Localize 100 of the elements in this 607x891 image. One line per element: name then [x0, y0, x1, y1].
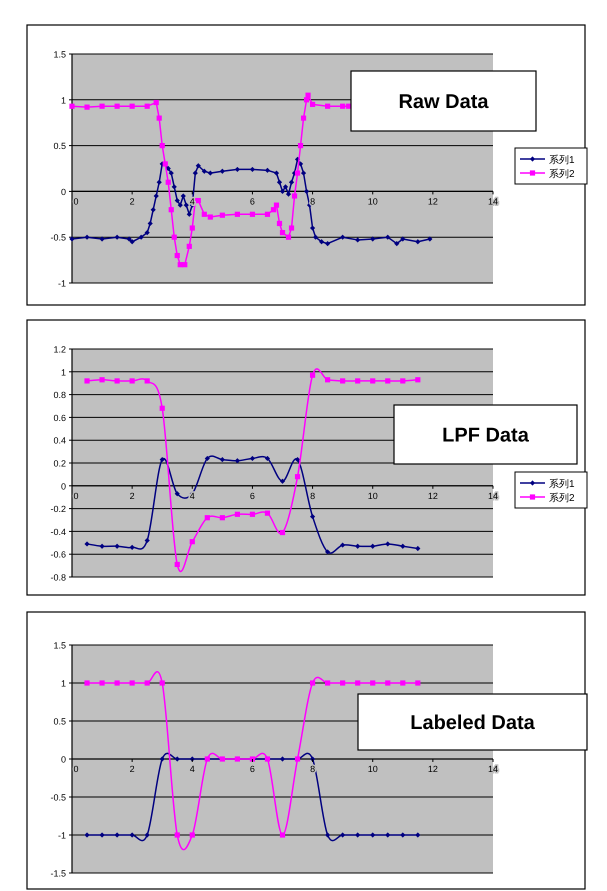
point — [130, 680, 135, 686]
point — [385, 378, 390, 384]
legend-label: 系列1 — [549, 478, 575, 490]
point — [294, 474, 300, 480]
point — [385, 541, 390, 547]
x-tick-label: 12 — [428, 490, 438, 501]
point — [160, 756, 165, 762]
point — [280, 230, 286, 236]
point — [318, 239, 324, 244]
point — [196, 198, 201, 204]
point — [84, 680, 90, 686]
x-tick-label: 4 — [190, 764, 195, 774]
point — [325, 680, 330, 686]
point — [69, 104, 75, 109]
point — [154, 193, 159, 199]
point — [355, 237, 360, 243]
point — [160, 456, 165, 462]
point — [234, 166, 240, 172]
legend-label: 系列2 — [549, 492, 575, 504]
x-tick-label: 6 — [250, 764, 255, 774]
point — [160, 680, 165, 686]
y-tick-label: 1.5 — [53, 640, 66, 650]
point — [180, 193, 186, 199]
x-tick-label: 10 — [368, 490, 378, 501]
point — [312, 234, 318, 240]
point — [370, 832, 376, 838]
point — [148, 220, 153, 226]
point — [370, 236, 376, 242]
point — [288, 180, 294, 185]
point — [84, 378, 90, 384]
point — [400, 544, 406, 549]
point — [370, 544, 376, 549]
point — [264, 510, 270, 516]
point — [174, 491, 180, 496]
point — [186, 244, 192, 249]
point — [130, 832, 135, 838]
point — [415, 680, 420, 686]
point — [310, 372, 316, 378]
point — [174, 832, 180, 838]
point — [298, 143, 304, 148]
point — [292, 193, 298, 199]
point — [154, 100, 159, 106]
point — [355, 680, 360, 686]
point — [310, 514, 316, 520]
x-tick-label: 10 — [368, 196, 378, 206]
point — [208, 170, 213, 176]
point — [340, 832, 346, 838]
point — [168, 207, 174, 212]
point — [300, 116, 306, 121]
y-tick-label: 0.6 — [53, 412, 66, 423]
point — [202, 212, 207, 217]
point — [184, 202, 189, 208]
point — [192, 170, 198, 176]
legend-label: 系列2 — [549, 168, 575, 180]
point — [274, 202, 280, 208]
point — [144, 378, 150, 384]
point — [325, 549, 330, 555]
point — [166, 180, 171, 185]
point — [178, 262, 183, 268]
text: Raw Data — [398, 91, 490, 113]
point — [305, 92, 311, 98]
point — [190, 832, 195, 838]
point — [168, 170, 174, 176]
point — [84, 541, 90, 547]
point — [172, 184, 177, 190]
point — [156, 116, 162, 121]
x-tick-label: 6 — [250, 196, 255, 206]
point — [288, 225, 294, 231]
point — [204, 456, 210, 462]
point — [340, 680, 346, 686]
point — [190, 539, 195, 544]
x-tick-label: 0 — [73, 196, 79, 206]
point — [150, 207, 156, 212]
point — [325, 832, 330, 838]
point — [220, 515, 225, 520]
point — [114, 104, 120, 109]
point — [385, 680, 390, 686]
point — [99, 544, 105, 549]
point — [310, 102, 316, 107]
point — [325, 241, 330, 246]
y-tick-label: 0.5 — [53, 716, 66, 726]
point — [300, 170, 306, 176]
point — [130, 239, 135, 244]
point — [400, 832, 406, 838]
x-tick-label: 2 — [130, 490, 135, 501]
point — [415, 239, 420, 244]
point — [250, 512, 256, 517]
point — [99, 377, 105, 382]
point — [114, 544, 120, 549]
y-tick-label: -0.8 — [50, 572, 66, 582]
point — [280, 530, 286, 536]
point — [286, 234, 292, 240]
x-tick-label: 2 — [130, 196, 135, 206]
y-tick-label: 1.5 — [53, 50, 66, 60]
point — [160, 406, 165, 411]
x-tick-label: 14 — [488, 196, 498, 206]
y-tick-label: -0.2 — [50, 504, 66, 514]
point — [294, 170, 300, 176]
point — [385, 832, 390, 838]
point — [196, 163, 201, 168]
